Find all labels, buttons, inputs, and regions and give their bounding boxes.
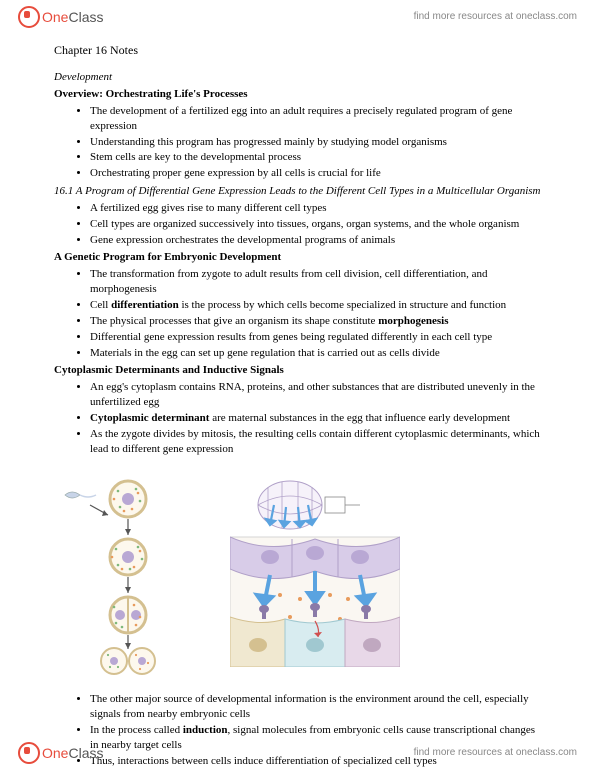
section-161-list: A fertilized egg gives rise to many diff… [54,201,541,249]
logo-part2: Class [68,9,103,25]
inductive-signals-diagram [230,477,400,672]
list-item: Cell types are organized successively in… [90,217,541,233]
cytoplasmic-determinants-diagram [60,477,190,682]
list-item: Gene expression orchestrates the develop… [90,233,541,249]
overview-heading: Overview: Orchestrating Life's Processes [54,87,541,102]
overview-list: The development of a fertilized egg into… [54,104,541,182]
list-item: As the zygote divides by mitosis, the re… [90,427,541,458]
bold-term-induction: induction [183,724,228,736]
list-item: A fertilized egg gives rise to many diff… [90,201,541,217]
logo: OneClass [18,6,103,28]
bold-term-morphogenesis: morphogenesis [378,315,448,327]
header-bar: OneClass find more resources at oneclass… [0,0,595,34]
list-item: Cytoplasmic determinant are maternal sub… [90,411,541,427]
list-item: Orchestrating proper gene expression by … [90,166,541,182]
list-item: The development of a fertilized egg into… [90,104,541,135]
header-link[interactable]: find more resources at oneclass.com [414,10,577,24]
footer-logo-text: OneClass [42,744,103,763]
list-item: Cell differentiation is the process by w… [90,298,541,314]
list-item: The transformation from zygote to adult … [90,267,541,298]
document-content: Chapter 16 Notes Development Overview: O… [0,34,595,463]
development-label: Development [54,70,541,85]
genetic-program-list: The transformation from zygote to adult … [54,267,541,361]
list-item: An egg's cytoplasm contains RNA, protein… [90,380,541,411]
list-item: Differential gene expression results fro… [90,330,541,346]
footer-bar: OneClass find more resources at oneclass… [0,736,595,770]
bold-term-differentiation: differentiation [111,299,179,311]
list-item: Stem cells are key to the developmental … [90,150,541,166]
logo-text: OneClass [42,8,103,27]
bold-term-cytoplasmic-determinant: Cytoplasmic determinant [90,412,209,424]
cytoplasmic-list: An egg's cytoplasm contains RNA, protein… [54,380,541,457]
section-161-heading: 16.1 A Program of Differential Gene Expr… [54,184,541,199]
chapter-title: Chapter 16 Notes [54,42,541,58]
diagram-row [0,463,595,692]
list-item: Materials in the egg can set up gene reg… [90,346,541,362]
list-item: The physical processes that give an orga… [90,314,541,330]
logo-part1: One [42,9,68,25]
cytoplasmic-heading: Cytoplasmic Determinants and Inductive S… [54,363,541,378]
footer-link[interactable]: find more resources at oneclass.com [414,746,577,760]
list-item: Understanding this program has progresse… [90,135,541,151]
list-item: The other major source of developmental … [90,692,541,723]
genetic-program-heading: A Genetic Program for Embryonic Developm… [54,250,541,265]
footer-logo: OneClass [18,742,103,764]
logo-icon [18,742,40,764]
logo-icon [18,6,40,28]
